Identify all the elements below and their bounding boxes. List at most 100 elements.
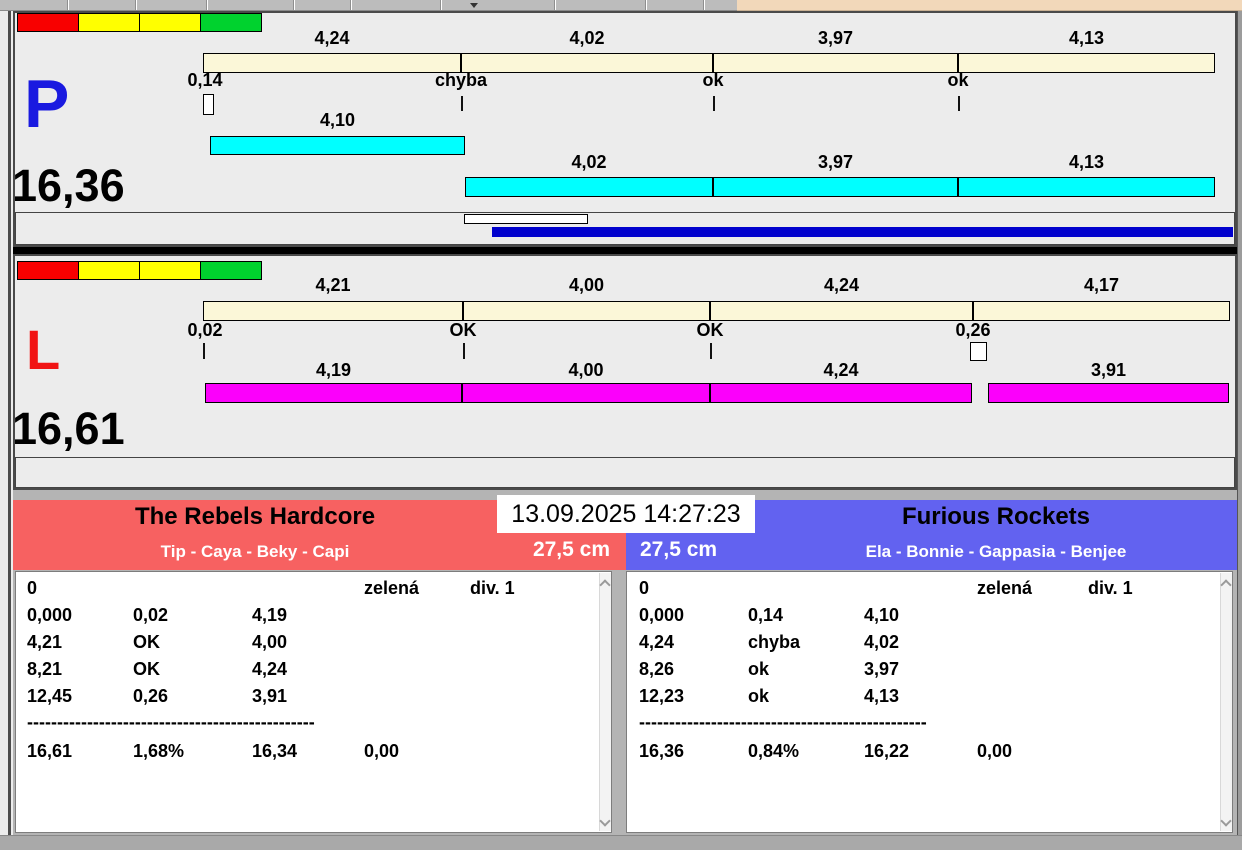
window-bottom-bar — [0, 835, 1242, 850]
traffic-light-segment — [78, 13, 140, 32]
toolbar-divider — [135, 0, 137, 10]
bar-segment-label: 4,24 — [710, 275, 973, 295]
team-name-left: The Rebels Hardcore — [13, 503, 497, 531]
split-tick — [958, 96, 960, 111]
toolbar-divider — [554, 0, 556, 10]
progress-outline-bar — [464, 214, 588, 224]
bar-segment-label: 4,10 — [210, 110, 465, 130]
table-cell: 12,45 — [27, 685, 72, 707]
toolbar-divider — [703, 0, 705, 10]
opponent-splits-bar-segment — [710, 301, 973, 321]
table-cell: 0,26 — [133, 685, 168, 707]
table-cell: 16,22 — [864, 740, 909, 762]
fault-marker-box — [970, 342, 987, 361]
lane-splits-bar-segment — [713, 177, 958, 197]
table-cell: OK — [133, 631, 160, 653]
table-cell: 0 — [639, 577, 649, 599]
table-cell: zelená — [364, 577, 419, 599]
team-members-right: Ela - Bonnie - Gappasia - Benjee — [755, 542, 1237, 562]
bar-segment-label: 4,13 — [958, 152, 1215, 172]
scrollbar-right[interactable] — [1220, 573, 1232, 831]
table-cell: 16,36 — [639, 740, 684, 762]
table-cell: 12,23 — [639, 685, 684, 707]
table-cell: 0,84% — [748, 740, 799, 762]
table-cell: 4,24 — [252, 658, 287, 680]
split-status-label: chyba — [401, 70, 521, 90]
table-cell: 3,91 — [252, 685, 287, 707]
datetime-display: 13.09.2025 14:27:23 — [497, 495, 755, 533]
bar-segment-label: 4,02 — [465, 152, 713, 172]
traffic-light-segment — [17, 13, 79, 32]
table-cell: ok — [748, 685, 769, 707]
toolbar-divider — [440, 0, 442, 10]
traffic-light-segment — [139, 13, 201, 32]
toolbar-divider — [293, 0, 295, 10]
lane-splits-bar-segment — [462, 383, 710, 403]
table-cell: 0,02 — [133, 604, 168, 626]
bar-segment-label: 4,00 — [463, 275, 710, 295]
window-right-border — [1237, 11, 1242, 835]
lane-substrip — [15, 457, 1235, 488]
results-textarea-right[interactable] — [626, 571, 1233, 833]
scrollbar-left[interactable] — [599, 573, 611, 831]
team-members-left: Tip - Caya - Beky - Capi — [13, 542, 497, 562]
table-cell: 4,19 — [252, 604, 287, 626]
split-status-label: 0,14 — [145, 70, 265, 90]
split-status-label: ok — [898, 70, 1018, 90]
table-separator-row: ----------------------------------------… — [27, 711, 315, 733]
table-separator-row: ----------------------------------------… — [639, 711, 927, 733]
lane-splits-bar-segment — [988, 383, 1229, 403]
table-cell: 0,000 — [27, 604, 72, 626]
lane-splits-bar-segment — [710, 383, 972, 403]
table-cell: 0,000 — [639, 604, 684, 626]
table-cell: OK — [133, 658, 160, 680]
results-textarea-left[interactable] — [15, 571, 612, 833]
table-cell: zelená — [977, 577, 1032, 599]
table-cell: 4,10 — [864, 604, 899, 626]
lane-separator — [13, 246, 1237, 254]
table-cell: 4,21 — [27, 631, 62, 653]
table-cell: 4,24 — [639, 631, 674, 653]
bar-segment-label: 3,97 — [713, 152, 958, 172]
table-cell: ok — [748, 658, 769, 680]
split-status-label: OK — [650, 320, 770, 340]
jump-height-left: 27,5 cm — [500, 538, 610, 562]
split-tick — [713, 96, 715, 111]
lane-splits-bar-segment — [958, 177, 1215, 197]
table-cell: 3,97 — [864, 658, 899, 680]
opponent-splits-bar-segment — [203, 301, 463, 321]
progress-bar — [492, 227, 1233, 237]
bar-segment-label: 3,97 — [713, 28, 958, 48]
table-cell: 4,02 — [864, 631, 899, 653]
window-left-border — [8, 11, 11, 835]
table-cell: chyba — [748, 631, 800, 653]
traffic-light-segment — [78, 261, 140, 280]
bar-segment-label: 4,21 — [203, 275, 463, 295]
table-cell: 0,14 — [748, 604, 783, 626]
split-tick — [203, 343, 205, 359]
bar-segment-label: 4,19 — [205, 360, 462, 380]
bar-segment-label: 4,17 — [973, 275, 1230, 295]
dropdown-caret-icon[interactable] — [470, 3, 478, 8]
table-cell: 8,21 — [27, 658, 62, 680]
jump-height-right: 27,5 cm — [640, 538, 750, 562]
toolbar-divider — [350, 0, 352, 10]
fault-marker-box — [203, 94, 214, 115]
bar-segment-label: 4,13 — [958, 28, 1215, 48]
table-cell: 8,26 — [639, 658, 674, 680]
toolbar-right-area — [737, 0, 1242, 11]
team-name-right: Furious Rockets — [755, 503, 1237, 531]
lane-splits-bar-segment — [465, 177, 713, 197]
bar-segment-label: 4,00 — [462, 360, 710, 380]
bar-segment-label: 3,91 — [988, 360, 1229, 380]
app-window: P 16,36 L 16,61 The Rebels Hardcore Furi… — [0, 0, 1242, 850]
table-cell: 4,00 — [252, 631, 287, 653]
split-status-label: OK — [403, 320, 523, 340]
bar-segment-label: 4,02 — [461, 28, 713, 48]
traffic-light-segment — [139, 261, 201, 280]
lane-splits-bar-segment — [210, 136, 465, 155]
toolbar-divider — [67, 0, 69, 10]
table-cell: 0,00 — [364, 740, 399, 762]
split-tick — [463, 343, 465, 359]
bar-segment-label: 4,24 — [710, 360, 972, 380]
